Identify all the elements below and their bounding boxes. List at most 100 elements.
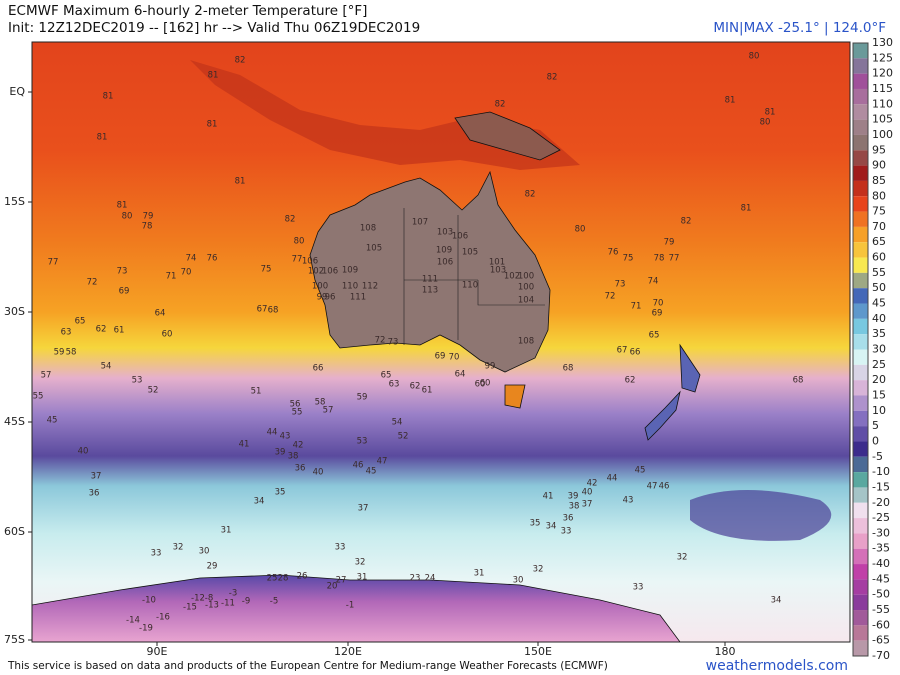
station-value: 79 [143,212,154,222]
station-value: 109 [342,266,358,276]
station-value: 81 [97,133,108,143]
station-value: 63 [61,328,72,338]
station-value: 47 [377,457,388,467]
station-value: 65 [649,331,660,341]
colorbar-cell [853,456,868,473]
station-value: 69 [652,309,663,319]
station-value: 59 [54,348,65,358]
station-value: 61 [422,386,433,396]
station-value: 82 [547,73,558,83]
colorbar-label: -5 [872,450,883,463]
colorbar-label: -60 [872,618,890,631]
map-frame [31,41,851,643]
colorbar-label: 0 [872,434,879,447]
colorbar-cell [853,134,868,151]
colorbar-cell [853,119,868,135]
colorbar-label: -20 [872,496,890,509]
station-value: 51 [251,387,262,397]
colorbar-label: 55 [872,266,886,279]
station-value: 45 [635,466,646,476]
cold-pool [690,490,832,541]
colorbar-cell [853,196,868,212]
station-value: 27 [336,576,347,586]
station-value: 59 [357,393,368,403]
station-value: 80 [760,118,771,128]
station-value: 54 [101,362,112,372]
station-value: 39 [568,492,579,502]
colorbar-label: 90 [872,159,886,172]
colorbar-label: 15 [872,388,886,401]
station-value: -13 [205,601,219,611]
station-value: 38 [288,452,299,462]
station-value: 33 [335,543,346,553]
station-value: 99 [317,293,328,303]
station-value: 102 [504,272,520,282]
station-value: 32 [355,558,366,568]
station-value: 32 [173,543,184,553]
station-value: 69 [119,287,130,297]
station-value: 81 [103,92,114,102]
colorbar-label: 125 [872,51,893,64]
station-value: 106 [302,257,318,267]
colorbar-cell [853,43,868,59]
colorbar-cell [853,180,868,197]
australia [309,170,551,373]
station-value: 25 [267,574,278,584]
station-value: 40 [78,447,89,457]
lat-label: 30S [4,305,25,318]
colorbar-cell [853,487,868,503]
station-value: 76 [207,254,218,264]
colorbar-cell [853,380,868,396]
station-value: 70 [449,353,460,363]
station-value: 75 [623,254,634,264]
station-value: 62 [410,382,421,392]
station-value: -3 [229,589,237,599]
station-value: 101 [489,258,505,268]
station-value: 28 [278,574,289,584]
colorbar-label: -45 [872,572,890,585]
station-value: 82 [681,217,692,227]
station-value: 31 [474,569,485,579]
station-value: 81 [207,120,218,130]
colorbar-label: 60 [872,251,886,264]
station-value: 42 [587,479,598,489]
colorbar-cell [853,502,868,519]
station-value: 38 [569,502,580,512]
colorbar-cell [853,594,868,611]
colorbar-label: -50 [872,588,890,601]
station-value: 60 [475,380,486,390]
site-name: weathermodels.com [706,658,848,674]
colorbar-cell [853,395,868,411]
station-value: 61 [114,326,125,336]
station-value: 45 [47,416,58,426]
station-value: 32 [533,565,544,575]
colorbar-label: -55 [872,603,890,616]
station-value: 46 [659,482,670,492]
station-value: 37 [582,500,593,510]
lat-label: 60S [4,525,25,538]
colorbar-cell [853,426,868,442]
station-value: 46 [353,461,364,471]
map-area [31,41,851,643]
station-value: 105 [366,244,382,254]
station-value: 55 [33,392,44,402]
colorbar-cell [853,73,868,89]
station-value: 41 [239,440,250,450]
station-value: 55 [292,408,303,418]
station-value: -5 [270,597,278,607]
colorbar-label: 25 [872,358,886,371]
colorbar-label: 65 [872,235,886,248]
station-value: 35 [530,519,541,529]
state-borders [403,208,545,345]
lat-label: 45S [4,415,25,428]
subtitle: Init: 12Z12DEC2019 -- [162] hr --> Valid… [8,20,420,36]
station-value: 103 [490,266,506,276]
station-value: 82 [285,215,296,225]
station-value: 80 [294,237,305,247]
station-value: -11 [221,599,235,609]
station-value: 44 [267,428,278,438]
colorbar-cell [853,564,868,580]
station-value: 65 [75,317,86,327]
station-value: 82 [495,100,506,110]
station-value: 32 [677,553,688,563]
